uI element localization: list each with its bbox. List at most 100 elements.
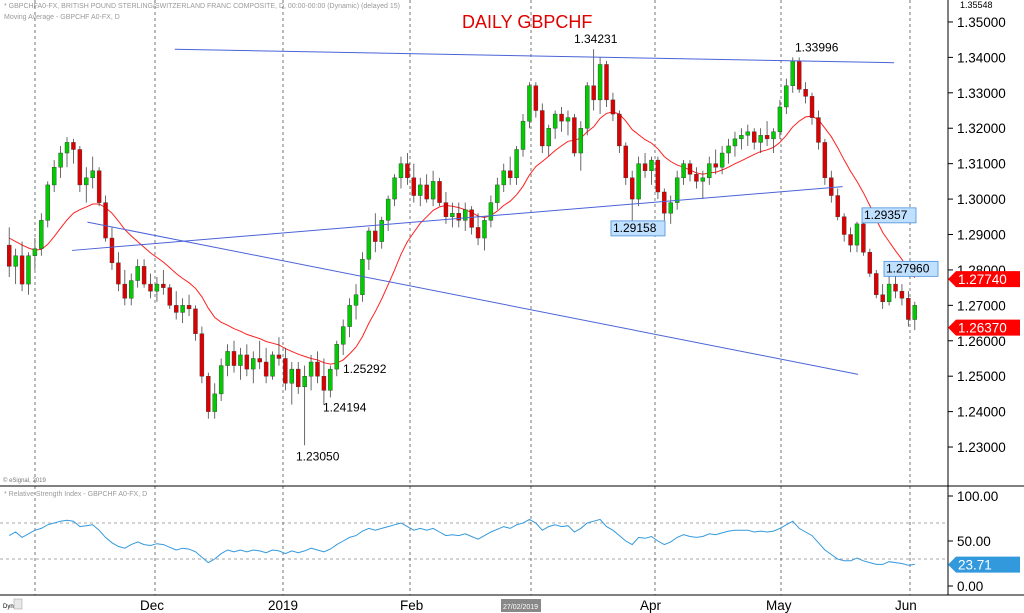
candle-body	[501, 170, 506, 186]
candle-body	[270, 354, 275, 377]
candle-body	[604, 64, 609, 101]
candle-body	[655, 159, 661, 193]
candle-body	[167, 287, 172, 306]
candle-body	[353, 294, 359, 306]
candle-body	[321, 375, 327, 391]
candle-body	[488, 202, 494, 221]
candle-body	[636, 163, 641, 200]
symbol-header: * GBPCHFA0-FX, BRITISH POUND STERLING/SW…	[4, 3, 400, 10]
candle-body	[809, 96, 815, 118]
candle-body	[617, 113, 622, 147]
candle-body	[796, 60, 802, 90]
trendlines	[71, 48, 895, 375]
candle-body	[180, 305, 185, 313]
price-annotation: 1.29357	[864, 208, 908, 222]
candle-body	[90, 170, 95, 179]
price-tick-label: 1.23000	[957, 440, 1006, 455]
candle-body	[642, 163, 648, 171]
dyn-button[interactable]	[13, 598, 23, 610]
candle-body	[822, 142, 828, 179]
candlesticks	[7, 49, 917, 446]
candle-body	[154, 283, 160, 292]
candle-body	[899, 290, 905, 299]
candle-body	[173, 305, 179, 313]
candle-body	[45, 184, 50, 221]
candle-body	[758, 135, 763, 143]
candle-body	[244, 354, 250, 370]
candle-body	[694, 174, 699, 182]
price-axis: 1.35000 1.34000 1.33000 1.32000 1.31000 1.300…	[948, 15, 1006, 455]
candle-body	[96, 170, 102, 203]
candle-body	[867, 252, 873, 274]
candle-body	[835, 195, 840, 217]
candle-body	[482, 220, 487, 239]
candle-body	[13, 255, 18, 267]
candle-body	[71, 142, 76, 150]
price-tick-label: 1.24000	[957, 405, 1006, 420]
candle-body	[141, 266, 147, 285]
top-price-text: 1.35548	[960, 0, 993, 10]
candle-body	[803, 89, 808, 97]
dyn-indicator: Dyn	[3, 604, 14, 610]
candle-body	[559, 113, 564, 122]
moving-average-series	[8, 111, 916, 365]
candle-body	[148, 283, 153, 292]
candle-body	[58, 152, 63, 168]
candle-body	[225, 351, 230, 366]
candle-body	[186, 305, 192, 310]
candle-body	[475, 227, 481, 239]
moving-average-line	[8, 111, 916, 365]
price-annotation: 1.24194	[323, 401, 367, 415]
candle-body	[251, 358, 256, 370]
candle-body	[135, 266, 140, 281]
candle-body	[719, 152, 725, 168]
candle-body	[874, 273, 879, 295]
candle-body	[886, 283, 892, 303]
candle-body	[591, 85, 596, 101]
candle-body	[546, 128, 551, 147]
price-axis-bg	[948, 0, 1024, 613]
time-label: Feb	[400, 598, 423, 613]
candle-body	[161, 283, 166, 288]
candle-body	[726, 145, 731, 154]
candle-body	[283, 358, 288, 384]
candle-body	[450, 213, 455, 217]
candle-body	[263, 361, 269, 377]
price-tick-label: 1.33000	[957, 86, 1006, 101]
candle-body	[347, 305, 352, 327]
price-tick-label: 1.27000	[957, 298, 1006, 313]
rsi-tag: 23.71	[958, 558, 992, 573]
candle-body	[713, 163, 718, 168]
candle-body	[116, 262, 121, 285]
candle-body	[662, 191, 667, 214]
candle-body	[681, 163, 686, 179]
candle-body	[231, 351, 237, 366]
candle-body	[392, 177, 397, 200]
candle-body	[752, 131, 757, 143]
candle-body	[122, 283, 128, 299]
candle-body	[739, 135, 744, 140]
rsi-tick-label: 0.00	[957, 579, 983, 594]
time-label: Apr	[640, 598, 662, 613]
candle-body	[732, 138, 738, 147]
candle-body	[848, 234, 853, 246]
chart-title: DAILY GBPCHF	[462, 12, 592, 32]
candle-body	[398, 163, 404, 179]
price-tag-bg	[948, 319, 1020, 336]
price-annotation: 1.23050	[296, 449, 340, 463]
price-annotation: 1.27960	[886, 261, 930, 275]
candle-body	[51, 166, 57, 186]
candle-body	[212, 393, 217, 412]
candle-body	[199, 333, 205, 377]
rsi-tick-label: 100.00	[957, 489, 998, 504]
candle-body	[340, 326, 346, 345]
candle-body	[430, 181, 436, 200]
candle-body	[578, 128, 584, 154]
price-tick-label: 1.29000	[957, 227, 1006, 242]
candle-body	[405, 163, 410, 179]
candle-body	[784, 85, 789, 108]
candle-body	[764, 135, 770, 140]
candle-body	[771, 131, 776, 140]
candle-body	[7, 244, 12, 267]
